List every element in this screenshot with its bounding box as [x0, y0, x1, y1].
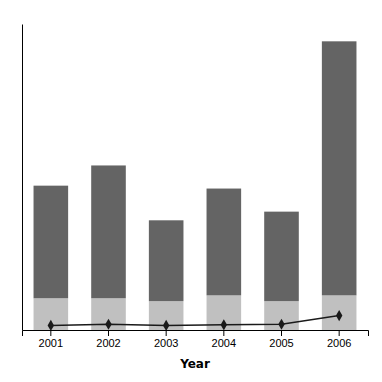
y-axis	[22, 25, 23, 331]
x-tick: 2001	[39, 330, 63, 349]
bar	[207, 189, 242, 296]
chart: 2001 2002 2003 2004 2005 2006 Year	[0, 0, 382, 382]
bar	[322, 41, 357, 295]
marker	[48, 320, 54, 330]
marker	[221, 319, 227, 330]
x-tick-mark	[223, 330, 224, 336]
x-tick-label: 2002	[96, 337, 120, 349]
x-tick-mark	[166, 330, 167, 336]
plot: 2001 2002 2003 2004 2005 2006	[23, 25, 369, 349]
x-axis-title: Year	[179, 357, 210, 371]
marker	[163, 320, 169, 330]
x-tick-mark	[281, 330, 282, 336]
bar	[264, 212, 299, 301]
x-tick-mark	[108, 330, 109, 336]
line	[51, 316, 339, 326]
bar-series	[34, 41, 357, 301]
marker	[105, 319, 111, 330]
x-tick-label: 2001	[39, 337, 63, 349]
bar	[91, 298, 126, 330]
y-axis-line	[22, 25, 23, 331]
bar	[91, 165, 126, 298]
x-tick: 2002	[96, 330, 120, 349]
bar	[322, 295, 357, 330]
x-tick: 2005	[269, 330, 293, 349]
x-tick: 2003	[154, 330, 178, 349]
x-tick-label: 2006	[327, 337, 351, 349]
x-tick: 2006	[327, 330, 351, 349]
bar	[34, 186, 69, 299]
x-tick-label: 2003	[154, 337, 178, 349]
marks	[34, 41, 357, 330]
marker	[336, 310, 342, 321]
x-axis-line	[23, 331, 369, 337]
bar	[264, 301, 299, 330]
x-tick-label: 2004	[212, 337, 236, 349]
bar-series	[34, 295, 357, 330]
x-tick-label: 2005	[269, 337, 293, 349]
x-tick-mark	[50, 330, 51, 336]
marker	[278, 319, 284, 330]
x-axis: 2001 2002 2003 2004 2005 2006	[23, 330, 369, 349]
x-tick: 2004	[212, 330, 236, 349]
bar	[149, 220, 184, 301]
x-tick-mark	[339, 330, 340, 336]
